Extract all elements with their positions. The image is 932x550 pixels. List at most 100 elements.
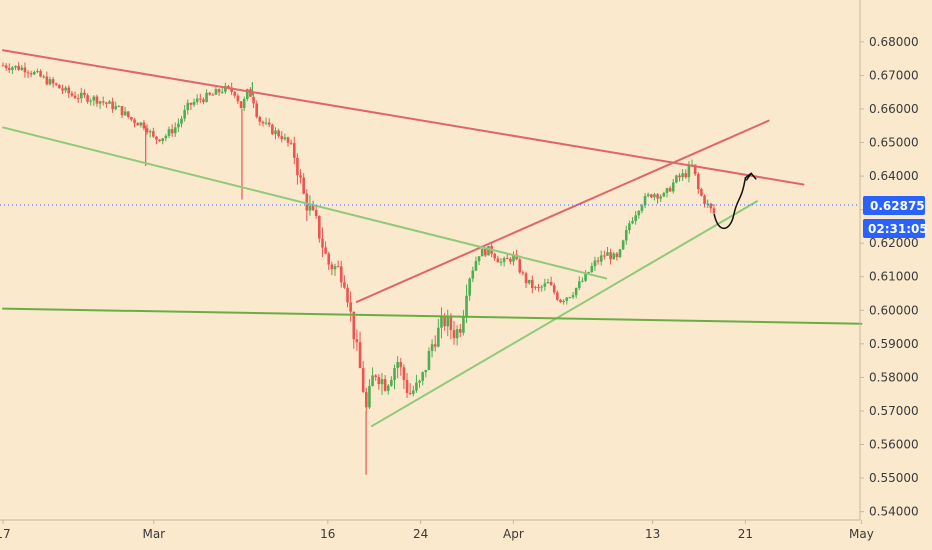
candle-body bbox=[42, 76, 46, 78]
candle-body bbox=[502, 258, 506, 262]
candle-body bbox=[452, 330, 456, 339]
last-price-badge: 0.62875 bbox=[863, 196, 925, 215]
candle-body bbox=[167, 129, 171, 136]
y-tick-label: 0.61000 bbox=[869, 270, 919, 284]
candle-body bbox=[173, 127, 177, 134]
candle-body bbox=[105, 102, 108, 104]
candle-body bbox=[590, 266, 594, 273]
candle-body bbox=[480, 249, 484, 257]
candle-body bbox=[659, 196, 663, 199]
last-price-value: 0.62875 bbox=[870, 199, 925, 213]
price-axis[interactable]: 0.680000.670000.660000.650000.640000.630… bbox=[860, 35, 919, 519]
candle-body bbox=[327, 253, 331, 265]
candle-body bbox=[518, 259, 522, 273]
x-tick-label: Mar bbox=[142, 527, 165, 541]
candle-body bbox=[462, 315, 465, 333]
candle-body bbox=[161, 138, 165, 142]
candle-body bbox=[568, 297, 572, 299]
candle-body bbox=[258, 116, 262, 122]
candle-body bbox=[277, 130, 280, 137]
resistance-trendline[interactable] bbox=[355, 119, 770, 303]
candle-body bbox=[618, 249, 622, 257]
candlestick-series bbox=[1, 62, 716, 475]
candle-body bbox=[646, 194, 650, 196]
candle-body bbox=[4, 65, 8, 69]
candle-body bbox=[233, 91, 237, 96]
candle-body bbox=[408, 392, 412, 394]
candle-body bbox=[286, 137, 290, 143]
candle-body bbox=[211, 94, 215, 96]
candle-body bbox=[471, 270, 475, 279]
candle-body bbox=[245, 89, 249, 99]
candle-body bbox=[468, 278, 471, 296]
candle-countdown-value: 02:31:05 bbox=[868, 222, 928, 236]
candle-body bbox=[402, 367, 406, 381]
candle-body bbox=[17, 65, 20, 70]
candle-body bbox=[89, 100, 92, 102]
candle-body bbox=[23, 67, 27, 73]
x-tick-label: 21 bbox=[738, 527, 753, 541]
candle-body bbox=[371, 375, 374, 387]
candle-body bbox=[587, 272, 590, 274]
candle-body bbox=[349, 302, 352, 312]
candle-body bbox=[609, 252, 612, 260]
candle-body bbox=[76, 98, 80, 100]
horizontal-support-line[interactable] bbox=[2, 307, 863, 325]
candle-body bbox=[170, 129, 174, 134]
candle-body bbox=[527, 279, 531, 284]
candle-body bbox=[11, 67, 14, 70]
candle-body bbox=[236, 95, 240, 102]
candle-body bbox=[709, 203, 713, 209]
x-tick-label: May bbox=[849, 527, 874, 541]
candle-body bbox=[399, 362, 403, 368]
candle-body bbox=[650, 194, 653, 198]
candle-body bbox=[534, 286, 537, 289]
candle-body bbox=[336, 266, 340, 268]
candle-body bbox=[136, 123, 139, 126]
candle-body bbox=[383, 379, 387, 391]
candle-countdown-badge: 02:31:05 bbox=[863, 219, 928, 238]
candle-body bbox=[292, 143, 296, 158]
candle-body bbox=[117, 106, 121, 108]
candle-body bbox=[252, 96, 255, 104]
candle-body bbox=[577, 281, 581, 288]
candle-body bbox=[86, 95, 89, 102]
candle-body bbox=[637, 211, 641, 216]
candle-body bbox=[380, 379, 384, 385]
candle-body bbox=[697, 174, 700, 190]
x-tick-label: 13 bbox=[645, 527, 660, 541]
support-trendline[interactable] bbox=[2, 126, 608, 280]
candle-body bbox=[73, 95, 77, 99]
trendlines[interactable] bbox=[2, 49, 863, 428]
candle-body bbox=[615, 253, 619, 257]
candle-body bbox=[606, 252, 609, 256]
candle-body bbox=[299, 175, 302, 178]
candle-body bbox=[214, 89, 218, 95]
support-trendline[interactable] bbox=[370, 200, 758, 428]
candle-body bbox=[546, 281, 550, 284]
candle-body bbox=[531, 279, 534, 289]
candle-body bbox=[581, 280, 584, 282]
candle-body bbox=[628, 223, 631, 231]
candle-body bbox=[92, 96, 96, 101]
candle-body bbox=[183, 110, 186, 119]
y-tick-label: 0.68000 bbox=[869, 35, 919, 49]
candle-body bbox=[189, 102, 193, 105]
candle-body bbox=[593, 260, 597, 267]
candle-body bbox=[186, 102, 190, 111]
candle-body bbox=[437, 327, 440, 347]
candle-body bbox=[26, 72, 30, 74]
candle-body bbox=[314, 210, 318, 216]
time-axis[interactable]: 17 Mar 16 24 Apr 13 21 May bbox=[0, 520, 874, 541]
candle-body bbox=[152, 131, 155, 137]
candle-body bbox=[549, 281, 553, 286]
candle-body bbox=[239, 101, 243, 109]
candle-body bbox=[20, 67, 24, 70]
resistance-trendline[interactable] bbox=[2, 49, 805, 186]
candle-body bbox=[261, 121, 265, 124]
candle-body bbox=[308, 205, 312, 211]
candle-body bbox=[386, 385, 390, 391]
x-tick-label: 24 bbox=[413, 527, 428, 541]
